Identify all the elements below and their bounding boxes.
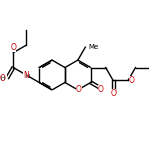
Text: H: H	[0, 76, 4, 81]
Text: N: N	[23, 70, 29, 80]
Text: O: O	[110, 88, 116, 98]
Text: O: O	[129, 76, 135, 85]
Text: O: O	[98, 85, 103, 94]
Text: H: H	[26, 74, 30, 79]
Text: O: O	[0, 74, 6, 83]
Text: Me: Me	[88, 44, 98, 50]
Text: O: O	[76, 85, 82, 94]
Text: O: O	[10, 43, 16, 52]
